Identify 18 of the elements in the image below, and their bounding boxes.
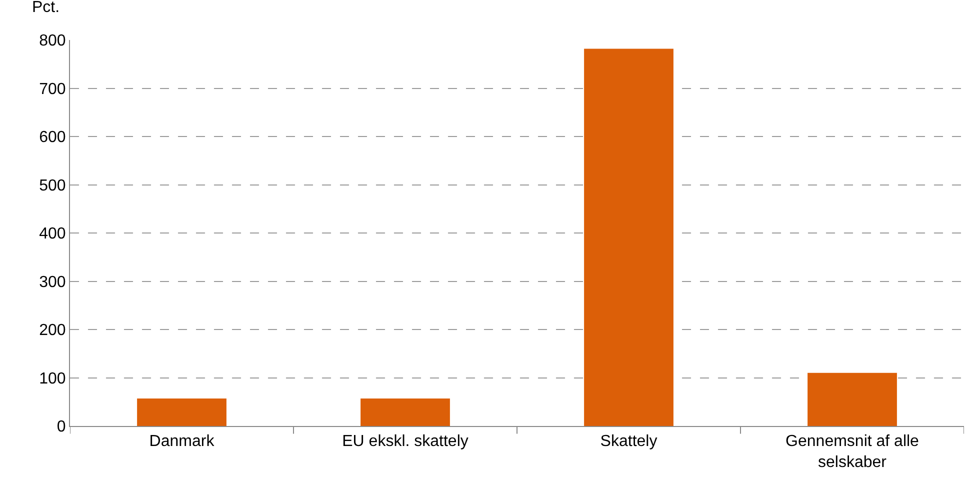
x-tick-label: Gennemsnit af alle selskaber [786,433,920,471]
bar [137,398,226,426]
y-tick-label: 0 [56,418,66,436]
x-tick-label: Danmark [149,433,216,450]
x-tick-label: EU ekskl. skattely [342,433,468,450]
y-tick-label: 300 [39,274,66,291]
y-tick-label: 400 [39,226,66,243]
y-tick-label: 200 [39,322,66,340]
y-tick-label: 100 [39,370,66,388]
y-axis-title: Pct. [32,0,60,16]
x-tick-label: Skattely [600,433,658,450]
bar [808,372,897,426]
bar [360,398,450,426]
bar [584,48,674,426]
y-tick-label: 700 [39,80,66,98]
y-tick-label: 500 [39,177,66,194]
y-tick-label: 800 [39,32,66,50]
y-tick-label: 600 [39,129,66,146]
